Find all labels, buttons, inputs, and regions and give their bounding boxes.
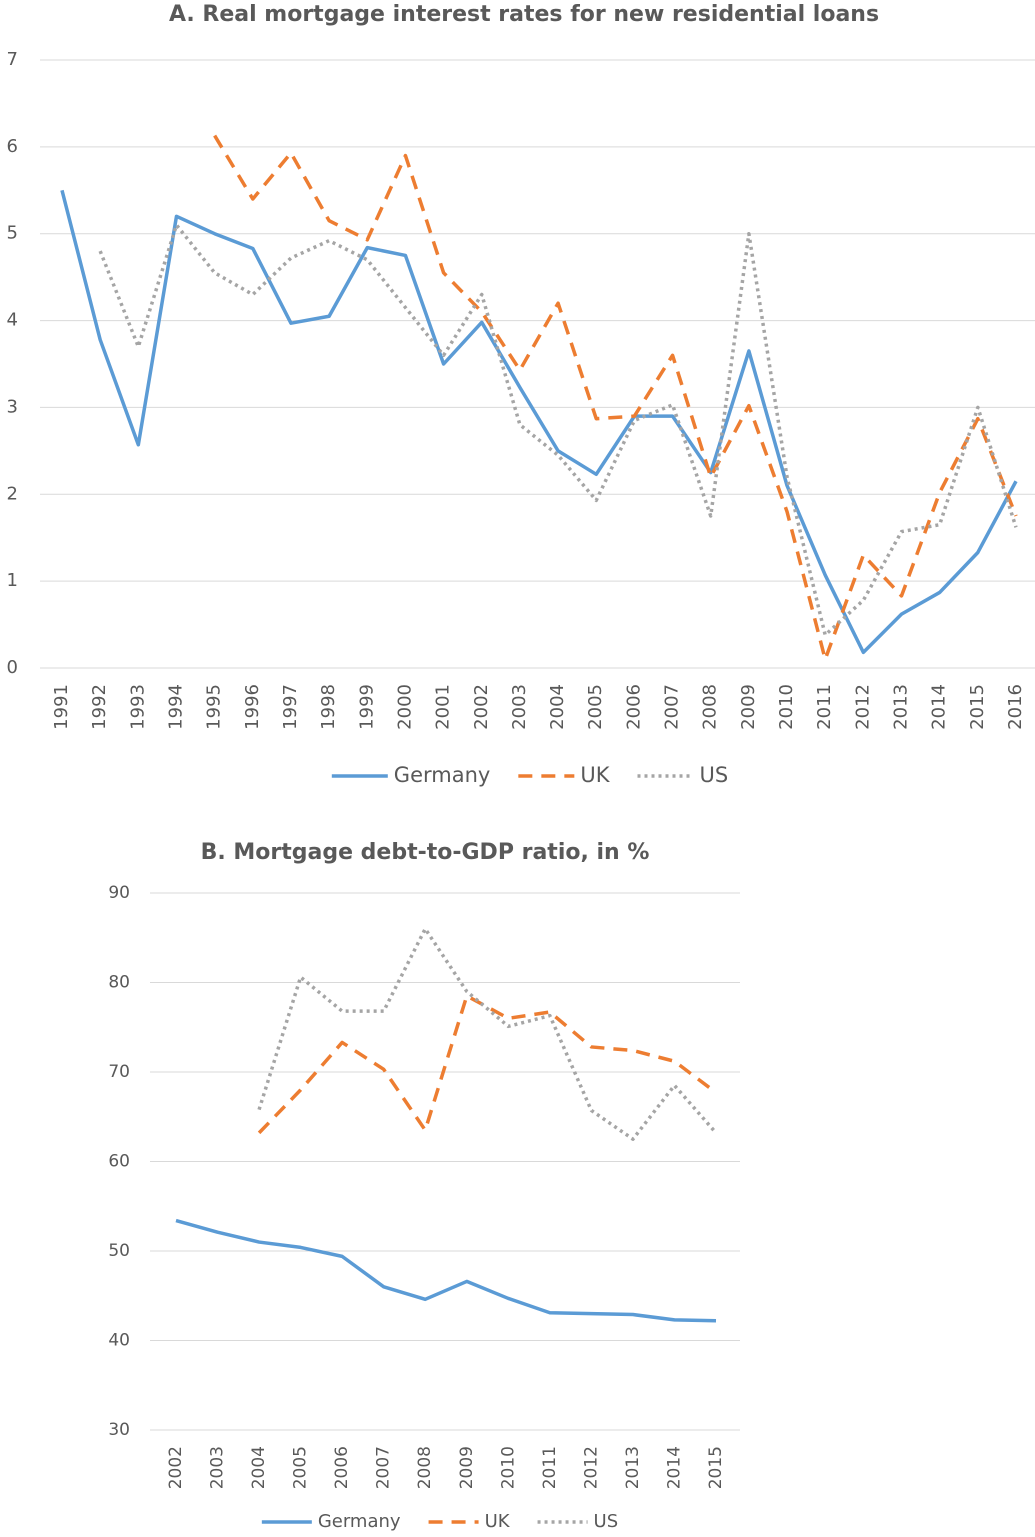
x-tick-label: 2000: [394, 684, 415, 730]
chart-title: A. Real mortgage interest rates for new …: [169, 2, 879, 27]
x-tick-label: 2004: [249, 1446, 269, 1489]
y-tick-label: 50: [108, 1241, 130, 1261]
x-tick-label: 2014: [929, 684, 950, 730]
x-tick-label: 2007: [662, 684, 683, 730]
legend-label: Germany: [318, 1511, 401, 1532]
y-tick-label: 60: [108, 1152, 130, 1172]
y-tick-label: 30: [108, 1420, 130, 1440]
data-line: [175, 1218, 717, 1323]
x-tick-label: 2001: [433, 684, 454, 730]
x-tick-label: 2008: [415, 1446, 435, 1489]
y-tick-label: 90: [108, 883, 130, 903]
x-tick-label: 1998: [318, 684, 339, 730]
x-tick-label: 1996: [242, 684, 263, 730]
x-tick-label: 2005: [585, 684, 606, 730]
legend-label: UK: [485, 1511, 511, 1532]
y-tick-label: 7: [7, 49, 18, 70]
y-tick-label: 6: [7, 136, 18, 157]
x-tick-label: 1994: [165, 684, 186, 730]
x-tick-label: 2015: [967, 684, 988, 730]
y-tick-label: 4: [7, 310, 18, 331]
legend-label: UK: [580, 763, 610, 787]
x-tick-label: 2009: [738, 684, 759, 730]
x-tick-label: 2015: [706, 1446, 726, 1489]
data-line: [60, 189, 1018, 655]
y-tick-label: 2: [7, 483, 18, 504]
x-tick-label: 2003: [509, 684, 530, 730]
y-tick-label: 40: [108, 1331, 130, 1351]
x-tick-label: 2006: [332, 1446, 352, 1489]
y-tick-label: 80: [108, 973, 130, 993]
data-line: [98, 223, 1018, 637]
x-tick-label: 2006: [623, 684, 644, 730]
y-tick-label: 70: [108, 1062, 130, 1082]
x-tick-label: 2009: [457, 1446, 477, 1489]
y-tick-label: 0: [7, 657, 18, 678]
x-tick-label: 2013: [891, 684, 912, 730]
x-tick-label: 2007: [374, 1446, 394, 1489]
x-tick-label: 2012: [581, 1446, 601, 1489]
x-tick-label: 2011: [814, 684, 835, 730]
x-tick-label: 2011: [540, 1446, 560, 1489]
x-tick-label: 2005: [291, 1446, 311, 1489]
x-tick-label: 1999: [356, 684, 377, 730]
y-tick-label: 3: [7, 396, 18, 417]
x-tick-label: 2002: [471, 684, 492, 730]
x-tick-label: 2008: [700, 684, 721, 730]
x-tick-label: 1993: [127, 684, 148, 730]
chart-title: B. Mortgage debt-to-GDP ratio, in %: [201, 840, 650, 865]
x-tick-label: 2004: [547, 684, 568, 730]
data-line: [213, 134, 1018, 662]
x-tick-label: 1992: [89, 684, 110, 730]
x-tick-label: 2003: [208, 1446, 228, 1489]
y-tick-label: 5: [7, 223, 18, 244]
data-line: [257, 994, 718, 1135]
x-tick-label: 2016: [1005, 684, 1026, 730]
x-tick-label: 1991: [51, 684, 72, 730]
legend-label: US: [699, 763, 728, 787]
x-tick-label: 1995: [204, 684, 225, 730]
x-tick-label: 2002: [166, 1446, 186, 1489]
x-tick-label: 1997: [280, 684, 301, 730]
legend-label: Germany: [394, 763, 491, 787]
x-tick-label: 2010: [498, 1446, 518, 1489]
x-tick-label: 2010: [776, 684, 797, 730]
y-tick-label: 1: [7, 570, 18, 591]
x-tick-label: 2012: [852, 684, 873, 730]
x-tick-label: 2014: [664, 1446, 684, 1489]
x-tick-label: 2013: [623, 1446, 643, 1489]
legend-label: US: [594, 1511, 619, 1532]
data-line: [257, 927, 718, 1141]
